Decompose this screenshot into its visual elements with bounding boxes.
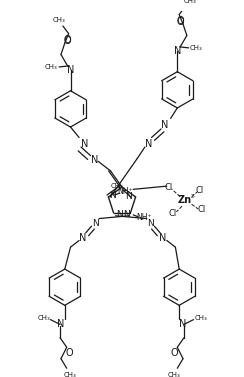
Text: O: O — [171, 348, 178, 358]
Text: CH₃: CH₃ — [53, 17, 65, 23]
Text: N: N — [79, 233, 87, 243]
Text: CH₃: CH₃ — [45, 64, 58, 70]
Text: N: N — [147, 219, 154, 228]
Text: O: O — [176, 16, 184, 26]
Text: Cl: Cl — [168, 209, 177, 218]
Text: N: N — [67, 65, 74, 75]
Text: Cl: Cl — [165, 182, 173, 192]
Text: N: N — [161, 120, 169, 130]
Text: N: N — [81, 139, 89, 149]
Text: NH⁺: NH⁺ — [136, 213, 152, 222]
Text: O: O — [64, 36, 71, 46]
Text: CH₃: CH₃ — [110, 182, 123, 188]
Text: N: N — [116, 210, 123, 219]
Text: O: O — [176, 17, 184, 27]
Text: N: N — [109, 190, 116, 199]
Text: O: O — [64, 35, 71, 45]
Text: 2-: 2- — [191, 194, 196, 199]
Text: N: N — [126, 193, 132, 201]
Text: N: N — [159, 233, 167, 243]
Text: CH₃: CH₃ — [168, 372, 181, 377]
Text: CH₃: CH₃ — [37, 315, 50, 321]
Text: NH⁺: NH⁺ — [118, 187, 133, 196]
Text: Cl: Cl — [195, 186, 203, 195]
Text: N: N — [92, 219, 99, 228]
Text: N: N — [179, 319, 187, 329]
Text: CH₃: CH₃ — [183, 0, 196, 4]
Text: O: O — [66, 348, 73, 358]
Text: CH₃: CH₃ — [195, 315, 207, 321]
Text: N: N — [145, 139, 152, 149]
Text: Cl: Cl — [197, 205, 205, 215]
Text: CH₃: CH₃ — [63, 372, 76, 377]
Text: CH₃: CH₃ — [190, 45, 203, 51]
Text: N: N — [57, 319, 65, 329]
Text: N: N — [123, 210, 130, 219]
Text: N: N — [174, 46, 181, 56]
Text: N: N — [91, 155, 98, 166]
Text: Zn: Zn — [178, 195, 192, 205]
